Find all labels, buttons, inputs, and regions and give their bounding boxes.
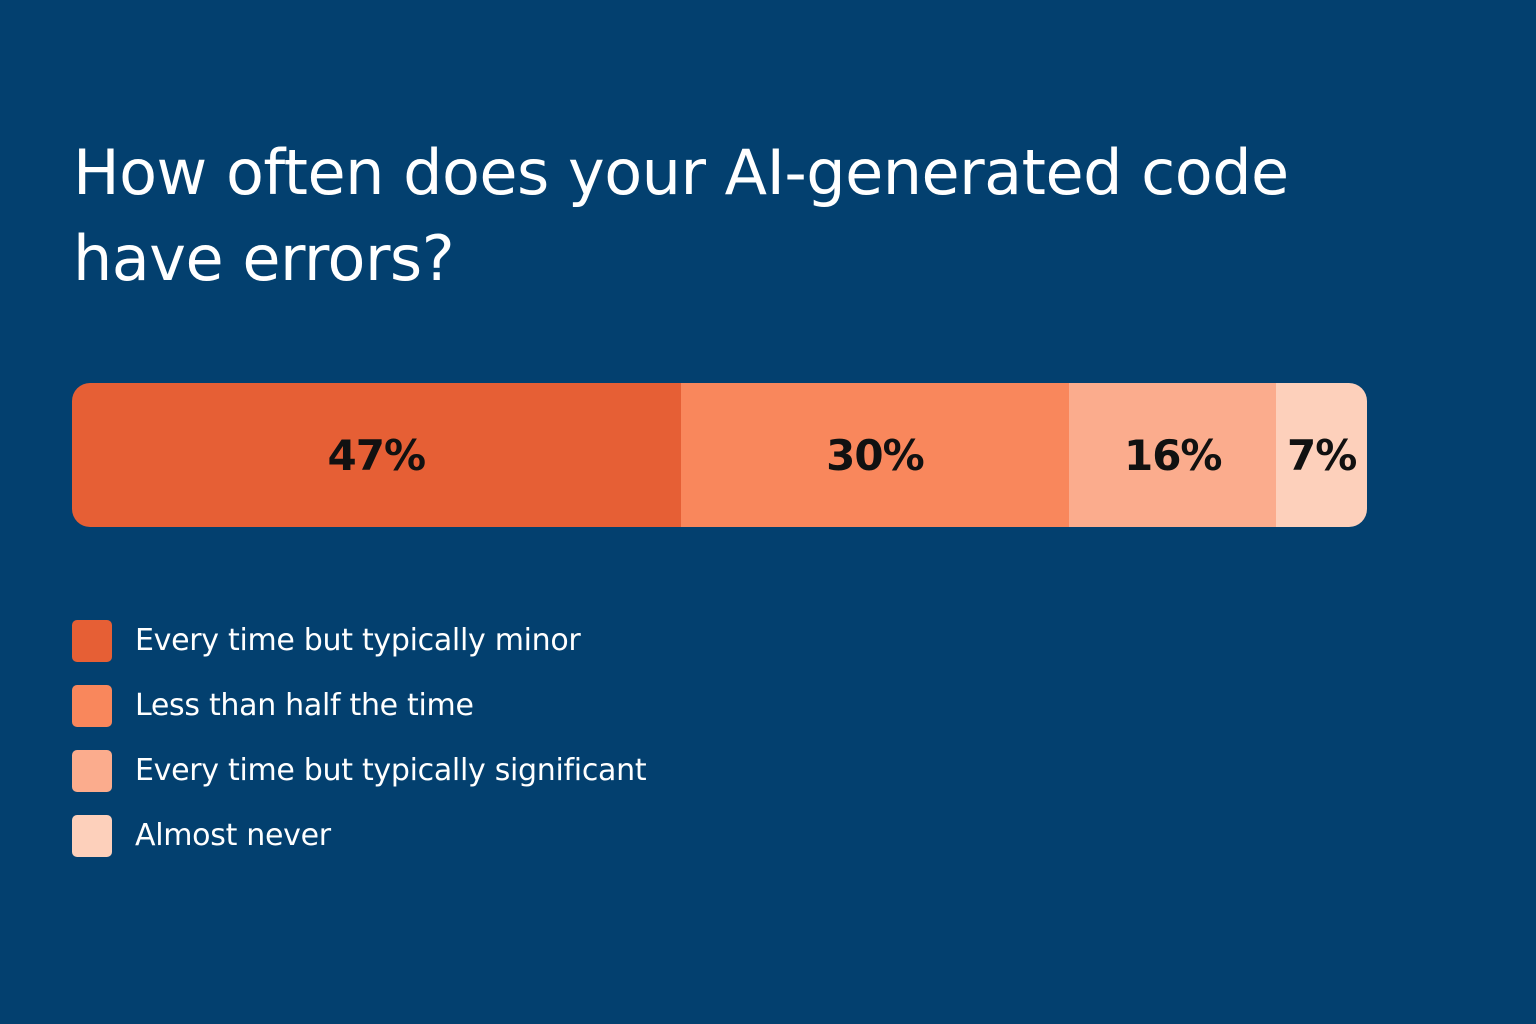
data-label: 7% — [1287, 430, 1357, 480]
bar-segment: 7% — [1276, 383, 1367, 527]
legend-swatch — [72, 814, 112, 857]
legend-item: Less than half the time — [72, 673, 646, 738]
bar-segment: 47% — [72, 383, 681, 527]
legend-label: Every time but typically significant — [135, 753, 647, 788]
legend: Every time but typically minor Less than … — [72, 608, 647, 868]
legend-swatch — [72, 749, 112, 792]
data-label: 16% — [1123, 430, 1223, 480]
legend-label: Less than half the time — [135, 688, 474, 723]
bar-segment: 30% — [680, 383, 1070, 527]
legend-item: Almost never — [72, 803, 646, 868]
chart-title: How often does your AI-generated code ha… — [73, 136, 1289, 295]
legend-item: Every time but typically minor — [72, 608, 646, 673]
legend-label: Almost never — [135, 818, 331, 853]
stacked-bar: 47% 30% 16% 7% — [72, 383, 1367, 527]
bar-segment: 16% — [1069, 383, 1277, 527]
legend-label: Every time but typically minor — [135, 623, 581, 658]
data-label: 30% — [826, 430, 925, 480]
data-label: 47% — [327, 430, 427, 480]
legend-swatch — [72, 619, 112, 662]
legend-swatch — [72, 684, 112, 727]
legend-item: Every time but typically significant — [72, 738, 647, 803]
